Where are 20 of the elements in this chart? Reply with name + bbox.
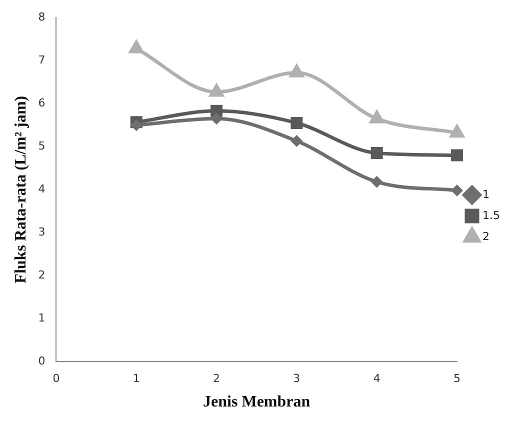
y-tick-label: 1: [38, 311, 46, 324]
y-tick-label: 8: [38, 10, 46, 24]
y-tick-label: 2: [38, 268, 46, 282]
x-tick-label: 2: [213, 372, 220, 386]
y-tick-label: 6: [38, 96, 46, 110]
x-tick-label: 3: [293, 372, 300, 386]
y-tick-label: 3: [38, 225, 46, 238]
y-axis-title: Fluks Rata-rata (L/m² jam): [12, 96, 30, 284]
x-tick-label: 1: [132, 372, 140, 386]
y-tick-label: 5: [38, 139, 46, 152]
x-axis-title: Jenis Membran: [203, 394, 310, 411]
x-tick-label: 0: [52, 372, 60, 386]
y-tick-label: 0: [38, 354, 46, 368]
x-tick-label: 5: [454, 372, 461, 386]
legend-label: 1: [482, 188, 490, 201]
x-tick-label: 4: [373, 372, 380, 386]
y-tick-label: 7: [38, 53, 46, 66]
legend-label: 2: [482, 230, 490, 243]
y-tick-label: 4: [38, 182, 46, 196]
legend-label: 1.5: [482, 208, 500, 222]
